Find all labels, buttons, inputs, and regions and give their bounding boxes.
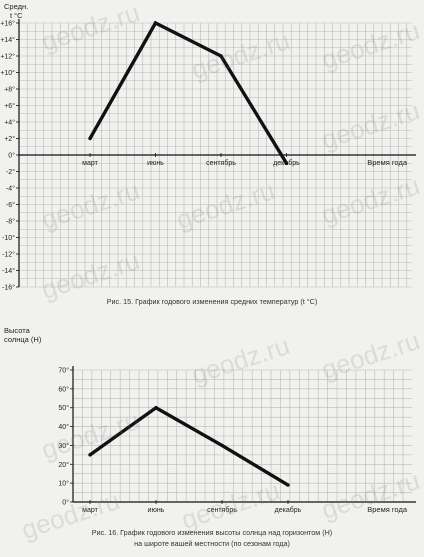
y-tick-label: +16° [0, 20, 15, 28]
x-axis-label: Время года [367, 158, 408, 167]
chart2-ylabel-line2: солнца (H) [4, 335, 42, 344]
data-point [154, 406, 158, 410]
chart1-ylabel-line1: Средн. [4, 2, 29, 11]
chart2-ylabel: Высота солнца (H) [4, 326, 41, 344]
chart2-caption: Рис. 16. График годового изменения высот… [91, 528, 333, 537]
y-tick-label: +8° [4, 86, 15, 94]
y-tick-label: -14° [2, 267, 15, 275]
data-point [220, 443, 224, 448]
y-tick-label: +12° [0, 53, 15, 61]
series-line [88, 20, 288, 165]
x-tick-label: сентябрь [207, 506, 237, 514]
y-tick-label: 10° [58, 480, 69, 488]
data-point [219, 54, 223, 58]
series-line [89, 405, 289, 487]
x-axis-label: Время года [367, 505, 408, 514]
temperature-chart: +16° +14° +12° +10° +8° +6° +4° +2° 0° -2° -4° -6° -… [0, 19, 416, 292]
y-tick-label: +10° [0, 69, 15, 77]
y-tick-label: +4° [4, 119, 15, 127]
y-tick-label: +2° [4, 135, 15, 143]
chart2-caption-line2: на широте вашей местности (по сезонам го… [134, 539, 290, 548]
data-point [88, 136, 92, 141]
y-tick-label: -8° [6, 218, 15, 226]
x-tick-label: сентябрь [206, 159, 236, 167]
y-tick-label: -10° [2, 234, 15, 242]
y-tick-label: 60° [58, 385, 69, 393]
chart1-ylabel-line2: t °C [10, 11, 23, 20]
data-point [153, 21, 158, 25]
y-tick-label: 30° [58, 442, 69, 450]
x-tick-label: март [82, 160, 98, 167]
y-tick-label: +6° [4, 102, 15, 110]
y-tick-label: 40° [58, 423, 69, 431]
y-tick-label: 50° [58, 404, 69, 412]
data-point [286, 483, 290, 487]
x-tick-label: июнь [148, 507, 165, 514]
y-tick-label: -4° [6, 185, 15, 193]
x-tick-label: декабрь [275, 506, 302, 514]
data-point [88, 453, 92, 457]
x-tick-label: июнь [147, 160, 164, 167]
y-tick-label: 70° [58, 367, 69, 375]
y-tick-label: -6° [6, 201, 15, 209]
y-tick-label: +14° [0, 36, 15, 44]
y-tick-label: 20° [58, 461, 69, 469]
chart1-ylabel: Средн. t °C [4, 2, 28, 20]
y-tick-label: 0° [8, 152, 15, 160]
y-tick-label: -12° [2, 251, 15, 259]
data-point [284, 161, 289, 165]
chart1-caption: Рис. 15. График годового изменения средн… [106, 297, 318, 306]
x-tick-label: март [82, 507, 98, 514]
chart2-ylabel-line1: Высота [4, 326, 30, 335]
y-tick-label: 0° [62, 499, 69, 507]
y-tick-label: -16° [2, 284, 15, 292]
y-tick-label: -2° [6, 168, 15, 176]
